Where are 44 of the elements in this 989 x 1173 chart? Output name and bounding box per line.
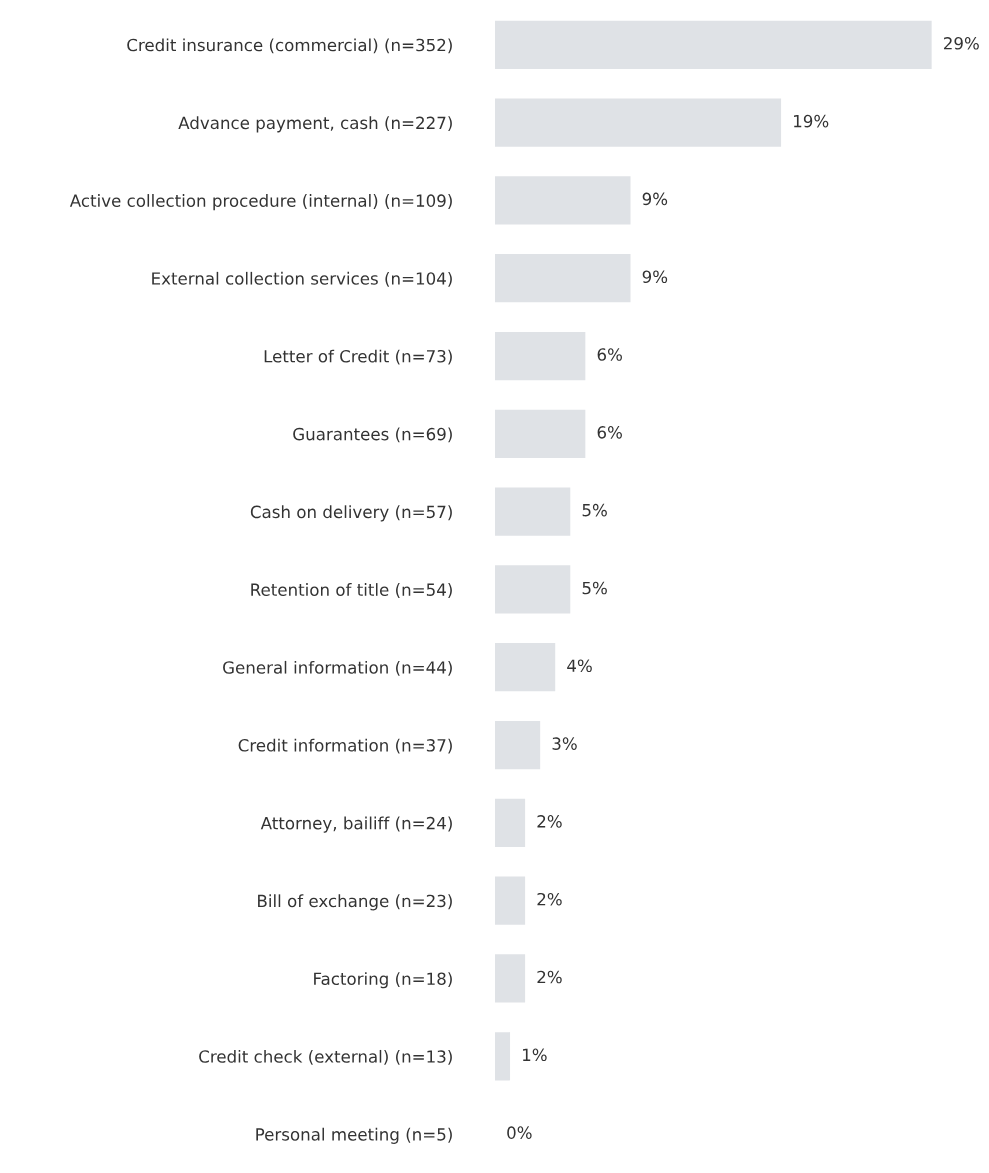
data-label: 6% [597,426,622,439]
data-label: 3% [552,737,577,750]
data-label: 6% [597,348,622,361]
bar [495,176,631,225]
bar [495,20,932,69]
data-label: 0% [507,1126,532,1139]
data-label: 2% [537,970,562,984]
bar [495,565,571,614]
bar [495,487,571,536]
data-label: 19% [794,114,829,128]
y-tick-label: Retention of title (n=54) [251,583,452,598]
y-tick-label: Attorney, bailiff (n=24) [260,816,452,833]
y-tick-label: Factoring (n=18) [314,972,452,989]
bar [495,254,631,303]
y-tick-label: Active collection procedure (internal) (n=109) [69,194,452,211]
y-tick-label: Bill of exchange (n=23) [258,894,452,911]
bar [495,954,526,1003]
data-label: 2% [537,892,562,906]
y-tick-label: Credit check (external) (n=13) [199,1049,452,1065]
data-label: 2% [537,815,562,828]
y-tick-label: Advance payment, cash (n=227) [178,116,452,133]
bar [495,98,782,147]
data-label: 5% [582,581,607,595]
y-tick-label: General information (n=44) [223,660,452,676]
y-tick-label: Credit information (n=37) [238,738,452,754]
bar [495,876,526,925]
bar [495,409,586,458]
data-label: 5% [582,503,607,517]
y-tick-label: Letter of Credit (n=73) [264,349,452,365]
y-tick-label: External collection services (n=104) [152,271,452,287]
bar [495,1032,511,1081]
bar [495,643,556,692]
bar [495,331,586,381]
data-label: 29% [943,37,979,50]
bar [495,720,541,770]
bar [495,798,526,847]
y-tick-label: Cash on delivery (n=57) [250,505,452,522]
data-label: 4% [567,659,592,673]
data-label: 9% [642,270,668,284]
y-tick-label: Guarantees (n=69) [293,427,452,443]
y-tick-label: Personal meeting (n=5) [256,1127,452,1144]
data-label: 9% [642,192,668,206]
data-label: 1% [523,1048,547,1062]
y-tick-label: Credit insurance (commercial) (n=352) [127,38,452,54]
